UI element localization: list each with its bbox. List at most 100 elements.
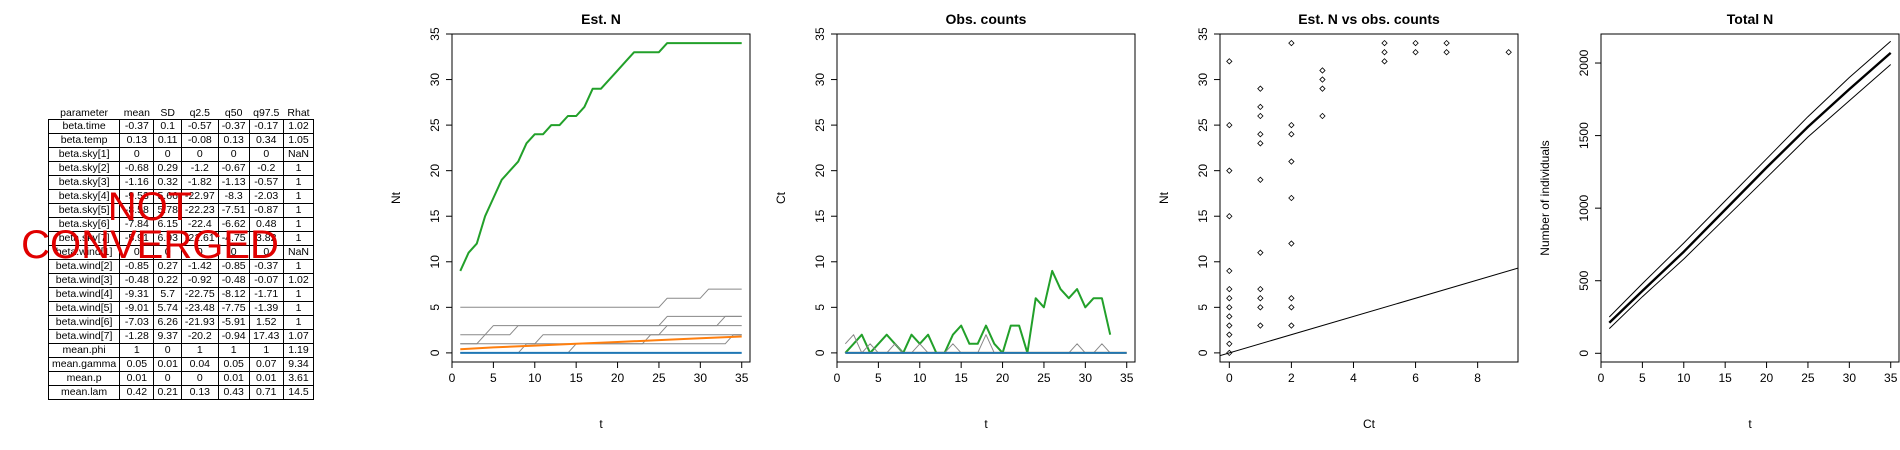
value-cell: -1.71	[248, 287, 284, 302]
y-tick-label: 5	[813, 304, 827, 311]
scatter-point	[1257, 249, 1264, 256]
table-row: mean.p 0.01 0 0 0.01 0.01 3.61	[47, 371, 315, 386]
value-cell: -0.48	[119, 273, 155, 288]
x-tick-label: 5	[875, 371, 882, 385]
value-cell: 0.01	[119, 371, 155, 386]
value-cell: 1	[282, 189, 315, 204]
value-cell: -1.82	[180, 175, 219, 190]
value-cell: -7.03	[119, 315, 155, 330]
x-tick-label: 10	[528, 371, 542, 385]
x-tick-label: 8	[1474, 371, 1481, 385]
y-axis-label: Nt	[1157, 191, 1171, 204]
value-cell: 3.82	[248, 231, 284, 246]
scatter-point	[1288, 131, 1295, 138]
value-cell: -0.57	[248, 175, 284, 190]
x-axis-label: t	[1748, 417, 1752, 431]
y-tick-label: 25	[813, 118, 827, 132]
scatter-point	[1443, 39, 1450, 47]
scatter-point	[1257, 140, 1264, 147]
parameter-cell: mean.lam	[47, 385, 121, 400]
table-row: beta.sky[5] -8.58 5.78 -22.23 -7.51 -0.87 1	[47, 203, 315, 218]
table-header-row: parameter mean SD q2.5 q50 q97.5 Rhat	[49, 107, 314, 120]
table-row: mean.gamma 0.05 0.01 0.04 0.05 0.07 9.34	[47, 357, 315, 372]
series-line-5	[460, 315, 742, 345]
y-tick-label: 10	[813, 255, 827, 269]
series-line-2	[460, 288, 742, 308]
scatter-point	[1257, 85, 1264, 92]
table-row: beta.sky[4] -9.53 5.66 -22.97 -8.3 -2.03 1	[47, 189, 315, 204]
series-line-1	[1608, 51, 1892, 324]
y-tick-label: 15	[428, 209, 442, 223]
table-row: mean.phi 1 0 1 1 1 1.19	[47, 343, 315, 358]
value-cell: 0	[153, 343, 182, 358]
column-header: q50	[224, 107, 243, 119]
x-tick-label: 10	[1677, 371, 1691, 385]
scatter-point	[1257, 295, 1264, 302]
scatter-point	[1226, 58, 1233, 65]
y-tick-label: 25	[1196, 118, 1210, 132]
y-axis-label: Nt	[389, 191, 403, 204]
value-cell: 0.05	[217, 357, 250, 372]
plot-area	[1220, 39, 1518, 357]
table-row: beta.temp 0.13 0.11 -0.08 0.13 0.34 1.05	[47, 133, 315, 148]
value-cell: -9.31	[119, 287, 155, 302]
y-tick-label: 35	[813, 27, 827, 41]
y-tick-label: 0	[1577, 350, 1591, 357]
x-tick-label: 25	[1037, 371, 1051, 385]
series-line-8	[460, 335, 742, 351]
parameter-cell: beta.sky[5]	[47, 203, 121, 218]
y-tick-label: 35	[1196, 27, 1210, 41]
value-cell: -0.37	[119, 119, 155, 134]
plot-area	[844, 269, 1127, 354]
x-axis-label: t	[599, 417, 603, 431]
y-tick-label: 20	[813, 164, 827, 178]
scatter-point	[1319, 85, 1326, 92]
x-tick-label: 15	[569, 371, 583, 385]
value-cell: 14.5	[282, 385, 315, 400]
scatter-point	[1288, 240, 1295, 247]
table-row: beta.sky[1] 0 0 0 0 0 NaN	[47, 147, 315, 162]
scatter-point	[1288, 121, 1295, 129]
table-row: beta.wind[3] -0.48 0.22 -0.92 -0.48 -0.07 1.02	[47, 273, 315, 288]
value-cell: 1.07	[282, 329, 315, 344]
scatter-point	[1257, 131, 1264, 138]
plot-frame	[451, 33, 751, 363]
series-line-1	[459, 42, 742, 272]
x-tick-label: 20	[1760, 371, 1774, 385]
chart-title: Obs. counts	[946, 11, 1027, 27]
scatter-point	[1288, 158, 1295, 165]
x-axis-label: Ct	[1363, 417, 1376, 431]
value-cell: 1.02	[282, 119, 315, 134]
value-cell: -21.93	[180, 315, 219, 330]
x-tick-label: 6	[1412, 371, 1419, 385]
table-body: beta.time -0.37 0.1 -0.57 -0.37 -0.17 1.02 beta…	[47, 119, 315, 400]
table-row: beta.wind[1] 0 0 0 0 0 NaN	[47, 245, 315, 260]
x-tick-label: 35	[1120, 371, 1134, 385]
value-cell: 0.71	[248, 385, 284, 400]
scatter-point	[1505, 49, 1512, 56]
y-axis-label: Number of individuals	[1538, 140, 1552, 255]
scatter-point	[1257, 285, 1264, 293]
scatter-point	[1319, 112, 1326, 120]
parameter-cell: beta.sky[2]	[47, 161, 121, 176]
chart-panel-1: Est. N t Nt 0 5 10 15 20 25 30 35 0 5 10 15 20 25 30 35	[389, 11, 751, 431]
scatter-point	[1288, 322, 1295, 329]
value-cell: -1.13	[217, 175, 250, 190]
scatter-point	[1226, 295, 1233, 302]
table-row: beta.sky[3] -1.16 0.32 -1.82 -1.13 -0.57 1	[47, 175, 315, 190]
column-header: q97.5	[253, 107, 280, 119]
scatter-point	[1226, 322, 1233, 329]
value-cell: -0.67	[217, 161, 250, 176]
scatter-point	[1226, 121, 1233, 129]
scatter-point	[1288, 39, 1295, 47]
series-line-1	[844, 269, 1112, 354]
value-cell: -22.75	[180, 287, 219, 302]
x-tick-label: 0	[1598, 371, 1605, 385]
scatter-point	[1443, 49, 1450, 56]
value-cell: 0.32	[153, 175, 182, 190]
table-row: beta.sky[2] -0.68 0.29 -1.2 -0.67 -0.2 1	[47, 161, 315, 176]
scatter-point	[1257, 112, 1264, 120]
results-table-container: parameter mean SD q2.5 q50 q97.5 Rhat be…	[47, 107, 315, 400]
x-tick-label: 5	[1639, 371, 1646, 385]
x-axis-label: t	[984, 417, 988, 431]
